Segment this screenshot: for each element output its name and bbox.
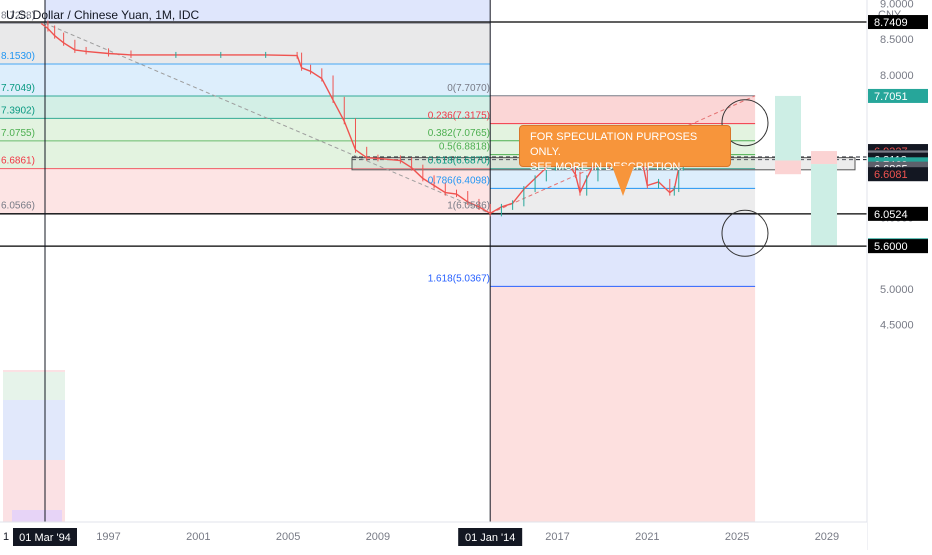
- position-box-green: [775, 95, 801, 161]
- target-circle: [721, 99, 769, 147]
- callout-line-1: FOR SPECULATION PURPOSES ONLY.: [530, 131, 698, 158]
- fib-zone-blue: [0, 63, 491, 96]
- price-badge: [868, 167, 928, 182]
- time-axis-bg: [0, 522, 867, 550]
- x-tick-label: 1997: [96, 531, 120, 543]
- x-tick-label: 2025: [725, 531, 749, 543]
- position-box-red: [775, 160, 801, 175]
- fib-zone-gray: [0, 22, 491, 64]
- price-badge: [868, 88, 928, 103]
- fib-right-label: 0.236(7.3175): [428, 111, 490, 122]
- trend-dashed-line: [489, 95, 756, 214]
- fib-zone-red: [0, 168, 491, 214]
- fib-right-label: 1.618(5.0367): [428, 273, 490, 284]
- fib-right-label: 0(7.7070): [447, 83, 490, 94]
- fib2-zone-red: [490, 95, 756, 124]
- x-tick-label: 2029: [815, 531, 839, 543]
- fib-right-label: 0.382(7.0765): [428, 128, 490, 139]
- x-start-label: 1: [3, 531, 9, 543]
- fib-left-label: 6.6861): [1, 156, 35, 167]
- position-box-red: [811, 151, 837, 165]
- cursor-date-label: 01 Jan '14: [465, 532, 515, 544]
- price-axis-bg: [867, 0, 932, 550]
- fib2-zone-ext-blue: [490, 213, 756, 287]
- fib-right-label: 0.618(6.6870): [428, 156, 490, 167]
- top-blue-zone: [45, 0, 491, 23]
- price-badge-label: 5.6000: [874, 241, 908, 253]
- callout-pointer: [612, 166, 634, 196]
- trend-dashed-line: [44, 22, 491, 215]
- y-tick-label: 8.0000: [880, 70, 914, 82]
- x-tick-label: 2001: [186, 531, 210, 543]
- fib-zone-green: [0, 118, 491, 169]
- fib-left-label: 8.7238): [1, 10, 35, 21]
- fib-left-label: 6.0566): [1, 201, 35, 212]
- price-badge: [868, 239, 928, 254]
- y-tick-label: 9.0000: [880, 0, 914, 11]
- y-tick-label: 8.5000: [880, 34, 914, 46]
- y-tick-label: 5.0000: [880, 284, 914, 296]
- mini-fib-green: [3, 372, 65, 400]
- cursor-date-badge: [458, 528, 523, 546]
- price-badge-label: 6.6081: [874, 169, 908, 181]
- fib-right-label: 1(6.0586): [447, 200, 490, 211]
- x-tick-label: 2017: [545, 531, 569, 543]
- cursor-date-badge: [13, 528, 77, 546]
- mini-fib-blue: [3, 400, 65, 460]
- cursor-date-label: 01 Mar '94: [19, 532, 71, 544]
- fib-left-label: 7.0755): [1, 128, 35, 139]
- position-box-green: [811, 164, 837, 246]
- price-badge-label: 8.7409: [874, 17, 908, 29]
- fib-right-label: 0.5(6.8818): [439, 142, 490, 153]
- y-tick-label: 4.5000: [880, 320, 914, 332]
- x-tick-label: 2005: [276, 531, 300, 543]
- callout-line-2: SEE MORE IN DESCRIPTION.: [530, 161, 684, 173]
- x-tick-label: 2021: [635, 531, 659, 543]
- price-badge: [868, 15, 928, 30]
- mini-fib-violet: [12, 510, 62, 522]
- speculation-callout: FOR SPECULATION PURPOSES ONLY. SEE MORE …: [519, 125, 731, 173]
- price-badge: [868, 206, 928, 221]
- fib-zone-teal: [0, 95, 491, 119]
- target-circle: [721, 209, 769, 257]
- price-badge-label: 6.0524: [874, 209, 908, 221]
- fib-right-label: 0.786(6.4098): [428, 175, 490, 186]
- fib2-zone-ext-red: [490, 286, 756, 522]
- fib-left-label: 7.3902): [1, 105, 35, 116]
- x-tick-label: 2009: [366, 531, 390, 543]
- fib-left-label: 7.7049): [1, 83, 35, 94]
- fib-left-label: 8.1530): [1, 51, 35, 62]
- price-badge-label: 7.7051: [874, 91, 908, 103]
- symbol-title: U.S. Dollar / Chinese Yuan, 1M, IDC: [6, 8, 200, 22]
